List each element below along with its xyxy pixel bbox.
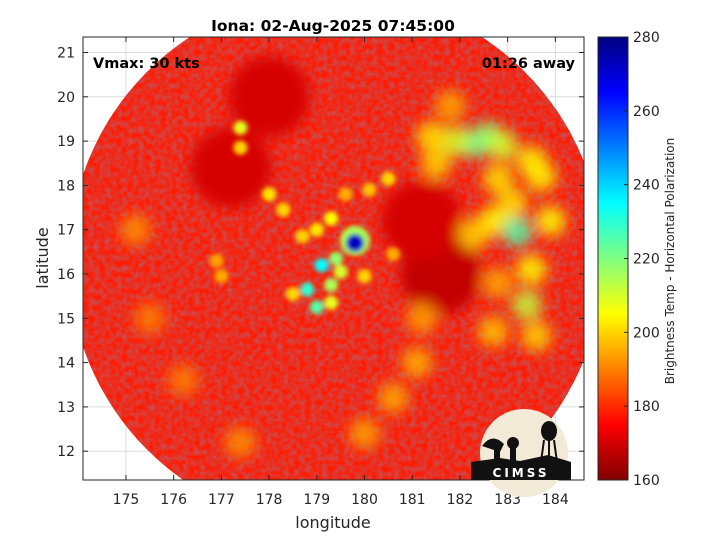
y-tick-label: 12 (57, 444, 75, 460)
x-axis-label: longitude (295, 513, 370, 532)
cimss-logo: CIMSS (471, 409, 571, 497)
x-tick-label: 175 (113, 492, 140, 508)
feature-outer-band (378, 383, 409, 414)
feature-cold-region (229, 56, 310, 137)
x-tick-label: 180 (351, 492, 378, 508)
colorbar-tick-label: 160 (633, 473, 660, 489)
feature-outer-band (225, 427, 256, 458)
feature-band-cell (300, 282, 315, 297)
feature-outer-band (459, 219, 490, 250)
feature-outer-band (526, 161, 557, 192)
y-tick-label: 21 (57, 46, 75, 62)
feature-band-cell (328, 251, 343, 266)
colorbar-tick-label: 240 (633, 178, 660, 194)
feature-cold-region (190, 127, 271, 208)
feature-band-cell (324, 278, 339, 293)
swath (83, 37, 584, 480)
feature-outer-band (168, 365, 199, 396)
y-tick-label: 15 (57, 311, 75, 327)
colorbar-label: Brightness Temp - Horizontal Polarizatio… (663, 138, 677, 385)
feature-band-cell (295, 229, 310, 244)
colorbar-tick-label: 280 (633, 30, 660, 46)
feature-outer-band (535, 205, 566, 236)
x-tick-label: 184 (542, 492, 569, 508)
feature-band-cell (314, 258, 329, 273)
feature-band-cell (276, 202, 291, 217)
x-tick-label: 176 (160, 492, 187, 508)
chart-title: Iona: 02-Aug-2025 07:45:00 (211, 17, 455, 35)
feature-outer-band (435, 90, 466, 121)
y-tick-label: 20 (57, 90, 75, 106)
y-tick-label: 19 (57, 134, 75, 150)
y-tick-label: 13 (57, 400, 75, 416)
feature-outer-band (478, 316, 509, 347)
feature-band-cell (309, 222, 324, 237)
feature-band-cell (386, 247, 401, 262)
feature-outer-band (483, 267, 514, 298)
feature-outer-band (511, 290, 542, 321)
feature-outer-band (483, 163, 514, 194)
plot-border (82, 36, 585, 481)
feature-band-cell (333, 264, 348, 279)
y-tick-label: 17 (57, 223, 75, 239)
y-axis-ticks: 12 13 14 15 16 17 18 19 20 21 (57, 46, 584, 460)
feature-band-cell (324, 295, 339, 310)
feature-outer-band (406, 303, 437, 334)
y-tick-label: 16 (57, 267, 75, 283)
feature-band-cell (262, 187, 277, 202)
x-tick-label: 179 (303, 492, 330, 508)
feature-outer-band (502, 216, 533, 247)
feature-band-cell (233, 120, 248, 135)
feature-band-cell (381, 171, 396, 186)
x-tick-label: 177 (208, 492, 235, 508)
feature-band-cell (362, 182, 377, 197)
colorbar-tick-label: 180 (633, 399, 660, 415)
feature-outer-band (402, 347, 432, 378)
colorbar-ticks: 160 180 200 220 240 260 280 (624, 30, 660, 489)
colorbar-tick-label: 220 (633, 252, 660, 268)
feature-band-cell (338, 187, 353, 202)
feature-band-cell (324, 211, 339, 226)
time-away-annotation: 01:26 away (482, 56, 576, 72)
x-tick-label: 181 (399, 492, 426, 508)
feature-outer-band (421, 148, 452, 179)
y-tick-label: 14 (57, 356, 75, 372)
colorbar-tick-label: 200 (633, 325, 660, 341)
x-tick-label: 183 (494, 492, 521, 508)
feature-core (345, 233, 364, 252)
feature-outer-band (487, 130, 518, 161)
feature-band-cell (309, 300, 324, 315)
feature-outer-band (516, 254, 547, 285)
feature-outer-band (497, 188, 528, 219)
colorbar-tick-label: 260 (633, 104, 660, 120)
logo-text: CIMSS (493, 466, 550, 480)
x-tick-label: 178 (256, 492, 283, 508)
colorbar (597, 36, 629, 481)
y-axis-label: latitude (33, 227, 52, 288)
feature-outer-band (349, 418, 380, 449)
vmax-annotation: Vmax: 30 kts (93, 56, 200, 72)
feature-band-cell (233, 140, 248, 155)
feature-outer-band (440, 126, 471, 157)
x-tick-label: 182 (447, 492, 474, 508)
feature-outer-band (416, 121, 447, 152)
feature-band-cell (209, 253, 224, 268)
feature-outer-band (134, 303, 165, 334)
x-axis-ticks: 175 176 177 178 179 180 181 182 183 184 (113, 37, 569, 508)
feature-cold-region (381, 180, 462, 261)
feature-band-cell (285, 286, 300, 301)
feature-band-cell (357, 269, 372, 284)
feature-outer-band (120, 214, 151, 245)
feature-band-cell (214, 269, 229, 284)
feature-outer-band (521, 321, 552, 352)
y-tick-label: 18 (57, 178, 75, 194)
